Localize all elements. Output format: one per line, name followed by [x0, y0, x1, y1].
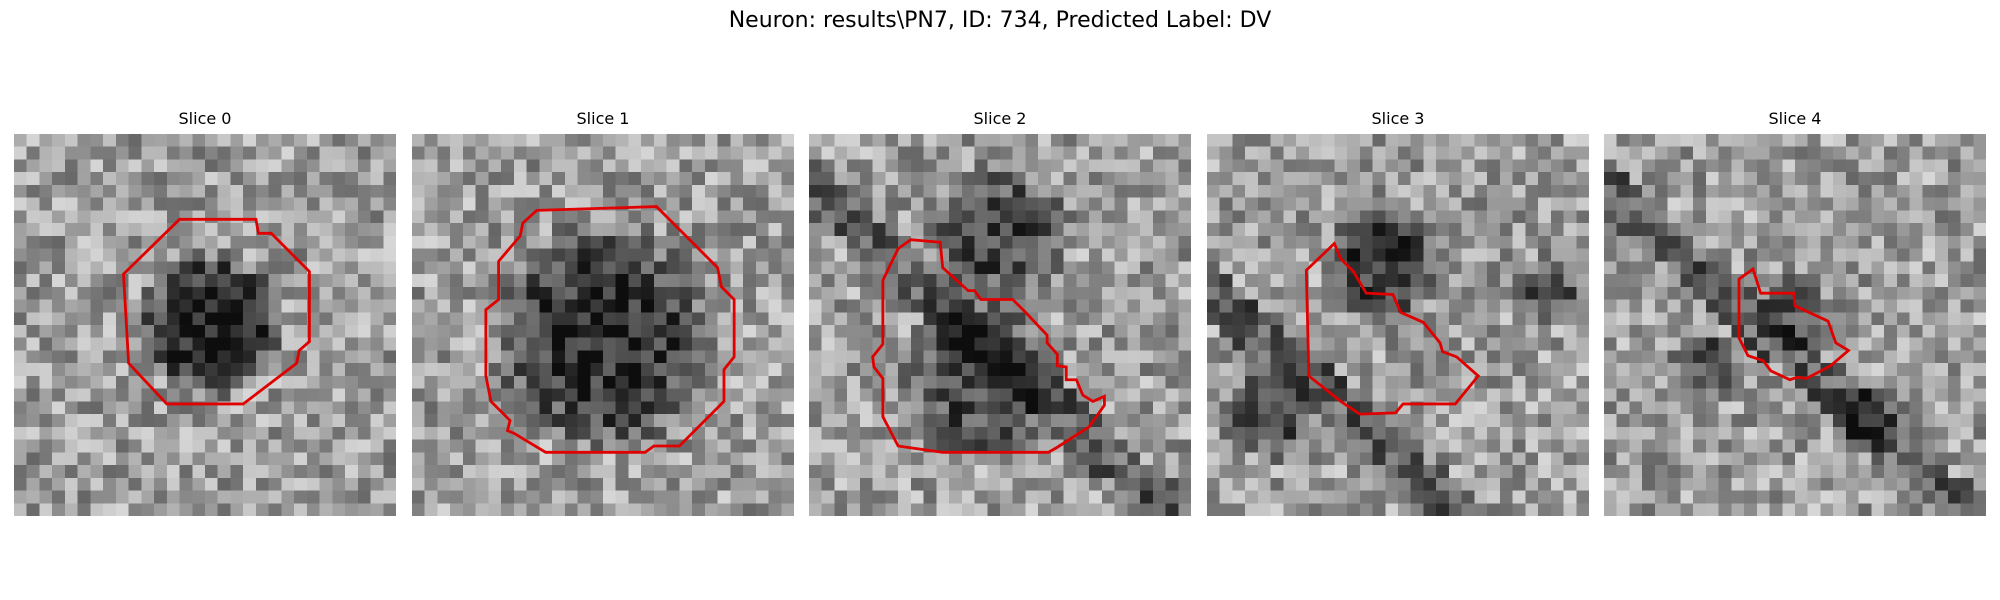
neuron-contour [1737, 266, 1851, 382]
slice-title: Slice 1 [576, 109, 630, 128]
neuron-contour [1304, 241, 1481, 416]
neuron-contour [484, 205, 736, 454]
slice-title: Slice 3 [1371, 109, 1425, 128]
slice-image [809, 134, 1191, 516]
neuron-contour [871, 238, 1106, 454]
slice-panel-4: Slice 4 [1604, 110, 1986, 516]
figure-title: Neuron: results\PN7, ID: 734, Predicted … [728, 8, 1272, 33]
slice-panel-0: Slice 0 [14, 110, 396, 516]
slice-image [1604, 134, 1986, 516]
slice-title: Slice 4 [1768, 109, 1822, 128]
slice-image [1207, 134, 1589, 516]
slice-image [14, 134, 396, 516]
slice-panel-1: Slice 1 [412, 110, 794, 516]
slice-panel-2: Slice 2 [809, 110, 1191, 516]
slice-title: Slice 2 [973, 109, 1027, 128]
slice-title: Slice 0 [178, 109, 232, 128]
slice-panel-3: Slice 3 [1207, 110, 1589, 516]
neuron-contour [122, 217, 311, 406]
slice-image [412, 134, 794, 516]
